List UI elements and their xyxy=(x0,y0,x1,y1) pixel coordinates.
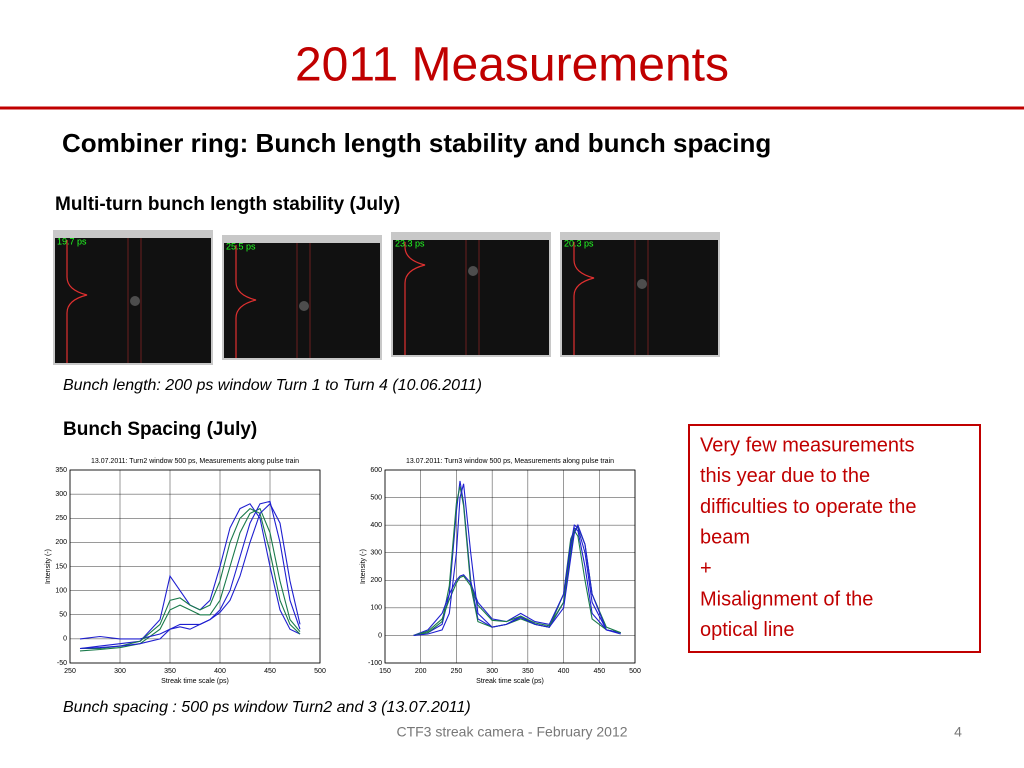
profile-curve xyxy=(404,242,426,355)
x-tick-label: 300 xyxy=(114,668,126,675)
x-tick-label: 400 xyxy=(558,668,570,675)
y-tick-label: 300 xyxy=(55,491,67,498)
y-axis-label: Intensity (-) xyxy=(360,549,367,584)
x-tick-label: 450 xyxy=(264,668,276,675)
note-line: optical line xyxy=(700,619,795,641)
streak-image xyxy=(562,240,718,355)
note-line: this year due to the xyxy=(700,465,870,487)
note-line: Misalignment of the xyxy=(700,588,873,610)
section-heading: Multi-turn bunch length stability (July) xyxy=(55,194,400,215)
x-tick-label: 250 xyxy=(451,668,463,675)
y-tick-label: 350 xyxy=(55,467,67,474)
series-line xyxy=(80,507,301,650)
y-tick-label: 400 xyxy=(370,522,382,529)
x-tick-label: 400 xyxy=(214,668,226,675)
page-number: 4 xyxy=(954,724,962,740)
profile-curve xyxy=(235,245,257,358)
x-axis-label: Streak time scale (ps) xyxy=(161,678,229,685)
series-line xyxy=(413,480,621,636)
x-tick-label: 250 xyxy=(64,668,76,675)
x-tick-label: 450 xyxy=(593,668,605,675)
series-line xyxy=(413,486,621,636)
note-box xyxy=(688,424,981,653)
x-tick-label: 500 xyxy=(314,668,326,675)
subtitle: Combiner ring: Bunch length stability an… xyxy=(62,128,771,158)
streak-image xyxy=(224,243,380,358)
caption: Bunch spacing : 500 ps window Turn2 and … xyxy=(63,699,471,716)
image-label: 20.3 ps xyxy=(564,238,594,248)
spot xyxy=(468,266,478,276)
image-label: 25.5 ps xyxy=(226,241,256,251)
chart-title: 13.07.2011: Turn3 window 500 ps, Measure… xyxy=(406,458,614,465)
spot xyxy=(637,279,647,289)
y-tick-label: 250 xyxy=(55,515,67,522)
x-tick-label: 350 xyxy=(522,668,534,675)
streak-image xyxy=(393,240,549,355)
profile-curve xyxy=(573,242,595,355)
section-heading: Bunch Spacing (July) xyxy=(63,419,257,440)
caption: Bunch length: 200 ps window Turn 1 to Tu… xyxy=(63,377,482,394)
y-tick-label: 100 xyxy=(370,605,382,612)
x-axis-label: Streak time scale (ps) xyxy=(476,678,544,685)
x-tick-label: 300 xyxy=(486,668,498,675)
profile-curve xyxy=(66,240,88,363)
y-tick-label: 50 xyxy=(59,612,67,619)
chart-title: 13.07.2011: Turn2 window 500 ps, Measure… xyxy=(91,458,299,465)
spot xyxy=(299,301,309,311)
image-label: 19.7 ps xyxy=(57,236,87,246)
x-tick-label: 200 xyxy=(415,668,427,675)
y-tick-label: -50 xyxy=(57,660,67,667)
spot xyxy=(130,296,140,306)
y-tick-label: 0 xyxy=(63,636,67,643)
x-tick-label: 150 xyxy=(379,668,391,675)
series-line xyxy=(79,502,301,650)
y-tick-label: 200 xyxy=(370,577,382,584)
y-tick-label: 200 xyxy=(55,539,67,546)
y-tick-label: 500 xyxy=(370,494,382,501)
image-label: 23.3 ps xyxy=(395,238,425,248)
note-line: difficulties to operate the xyxy=(700,496,916,518)
note-line: beam xyxy=(700,527,750,549)
x-tick-label: 350 xyxy=(164,668,176,675)
y-tick-label: 150 xyxy=(55,563,67,570)
y-tick-label: 600 xyxy=(370,467,382,474)
footer-text: CTF3 streak camera - February 2012 xyxy=(396,724,627,740)
note-line: + xyxy=(700,557,712,579)
note-line: Very few measurements xyxy=(700,434,915,456)
y-axis-label: Intensity (-) xyxy=(45,549,52,584)
x-tick-label: 500 xyxy=(629,668,641,675)
y-tick-label: 300 xyxy=(370,550,382,557)
slide-title: 2011 Measurements xyxy=(295,39,729,92)
y-tick-label: 100 xyxy=(55,587,67,594)
series-line xyxy=(413,483,621,636)
y-tick-label: -100 xyxy=(368,660,382,667)
y-tick-label: 0 xyxy=(378,632,382,639)
